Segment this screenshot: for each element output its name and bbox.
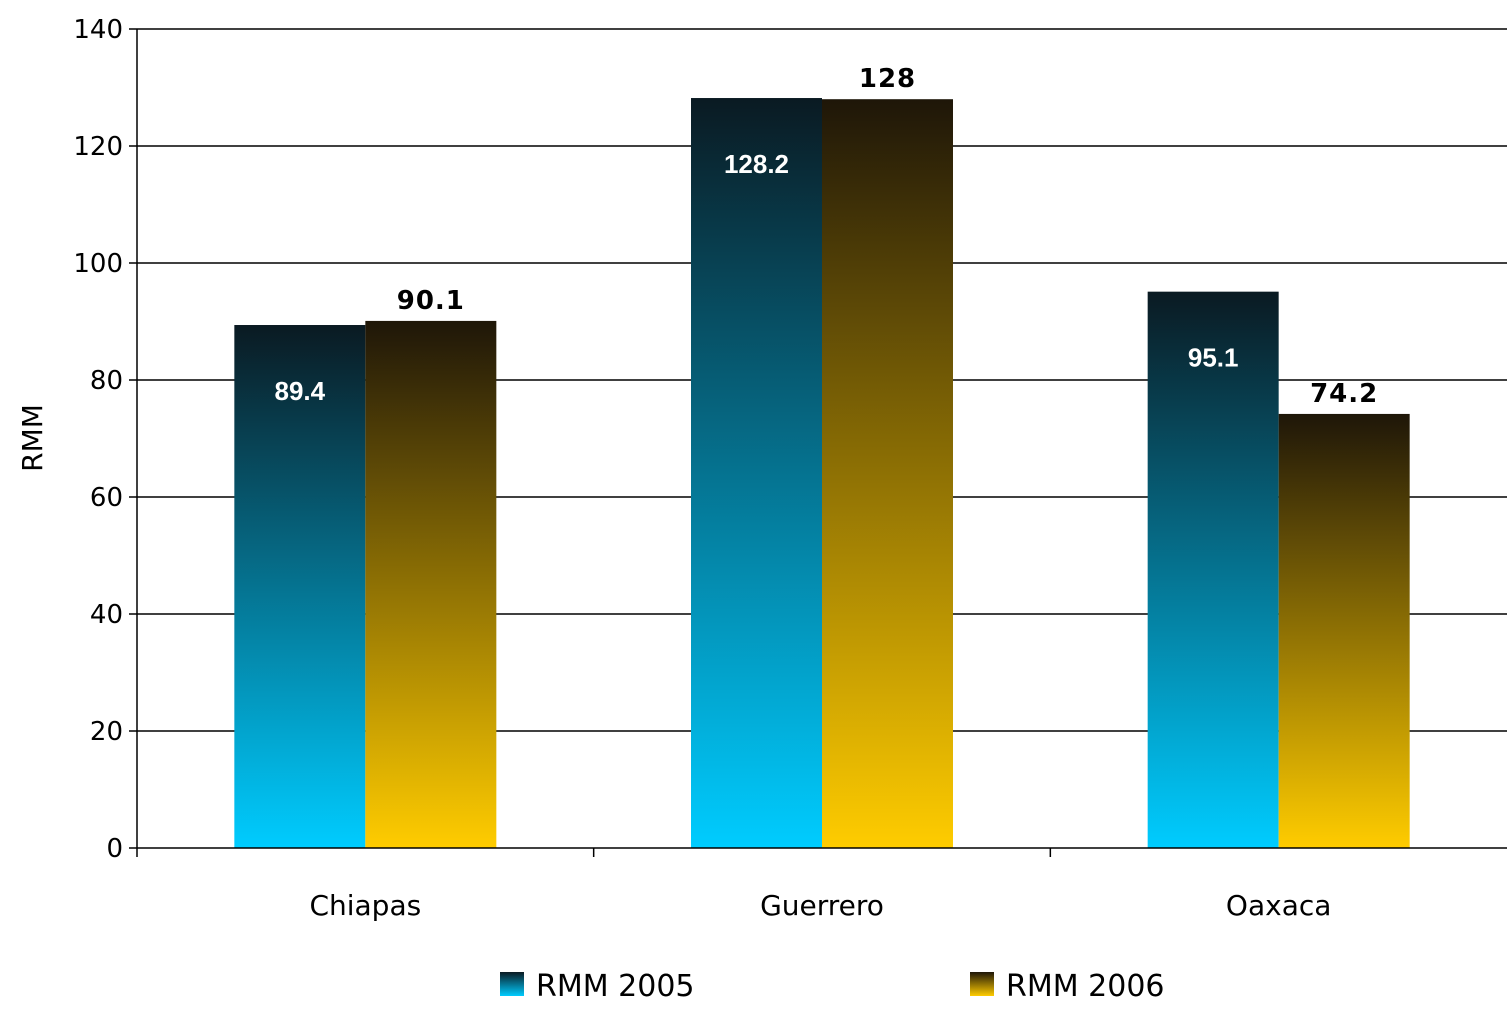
data-label: 74.2	[1310, 379, 1378, 409]
y-tick-label: 140	[73, 15, 123, 45]
y-tick-label: 40	[90, 600, 123, 630]
legend-swatch	[500, 972, 524, 996]
y-tick-label: 60	[90, 483, 123, 513]
bar-2005	[1147, 291, 1279, 848]
legend-label: RMM 2006	[1006, 969, 1165, 1004]
bar-2005	[691, 98, 822, 848]
x-category-label: Guerrero	[760, 889, 884, 922]
data-labels: 89.4 90.1 128.2 128 95.1 74.2	[275, 64, 1378, 409]
legend-label: RMM 2005	[536, 969, 695, 1004]
data-label: 128.2	[724, 149, 789, 179]
x-category-label: Oaxaca	[1226, 889, 1331, 922]
data-label: 89.4	[275, 376, 326, 406]
data-label: 95.1	[1188, 343, 1239, 373]
axes: 0 20 40 60 80 100 120 140 Chiapas Guerrero Oaxaca	[73, 15, 1507, 922]
bar-2006	[822, 99, 953, 848]
x-category-label: Chiapas	[309, 889, 421, 922]
y-tick-label: 120	[73, 132, 123, 162]
bar-2006	[365, 320, 497, 848]
y-tick-label: 80	[90, 366, 123, 396]
bar-2006	[1278, 413, 1410, 848]
legend: RMM 2005 RMM 2006	[500, 969, 1165, 1004]
y-axis-title: RMM	[16, 404, 49, 472]
bars	[234, 98, 1410, 848]
y-tick-label: 0	[106, 834, 123, 864]
legend-swatch	[970, 972, 994, 996]
data-label: 128	[859, 64, 916, 94]
bar-2005	[234, 325, 366, 848]
y-tick-label: 100	[73, 249, 123, 279]
y-tick-label: 20	[90, 717, 123, 747]
data-label: 90.1	[397, 286, 465, 316]
